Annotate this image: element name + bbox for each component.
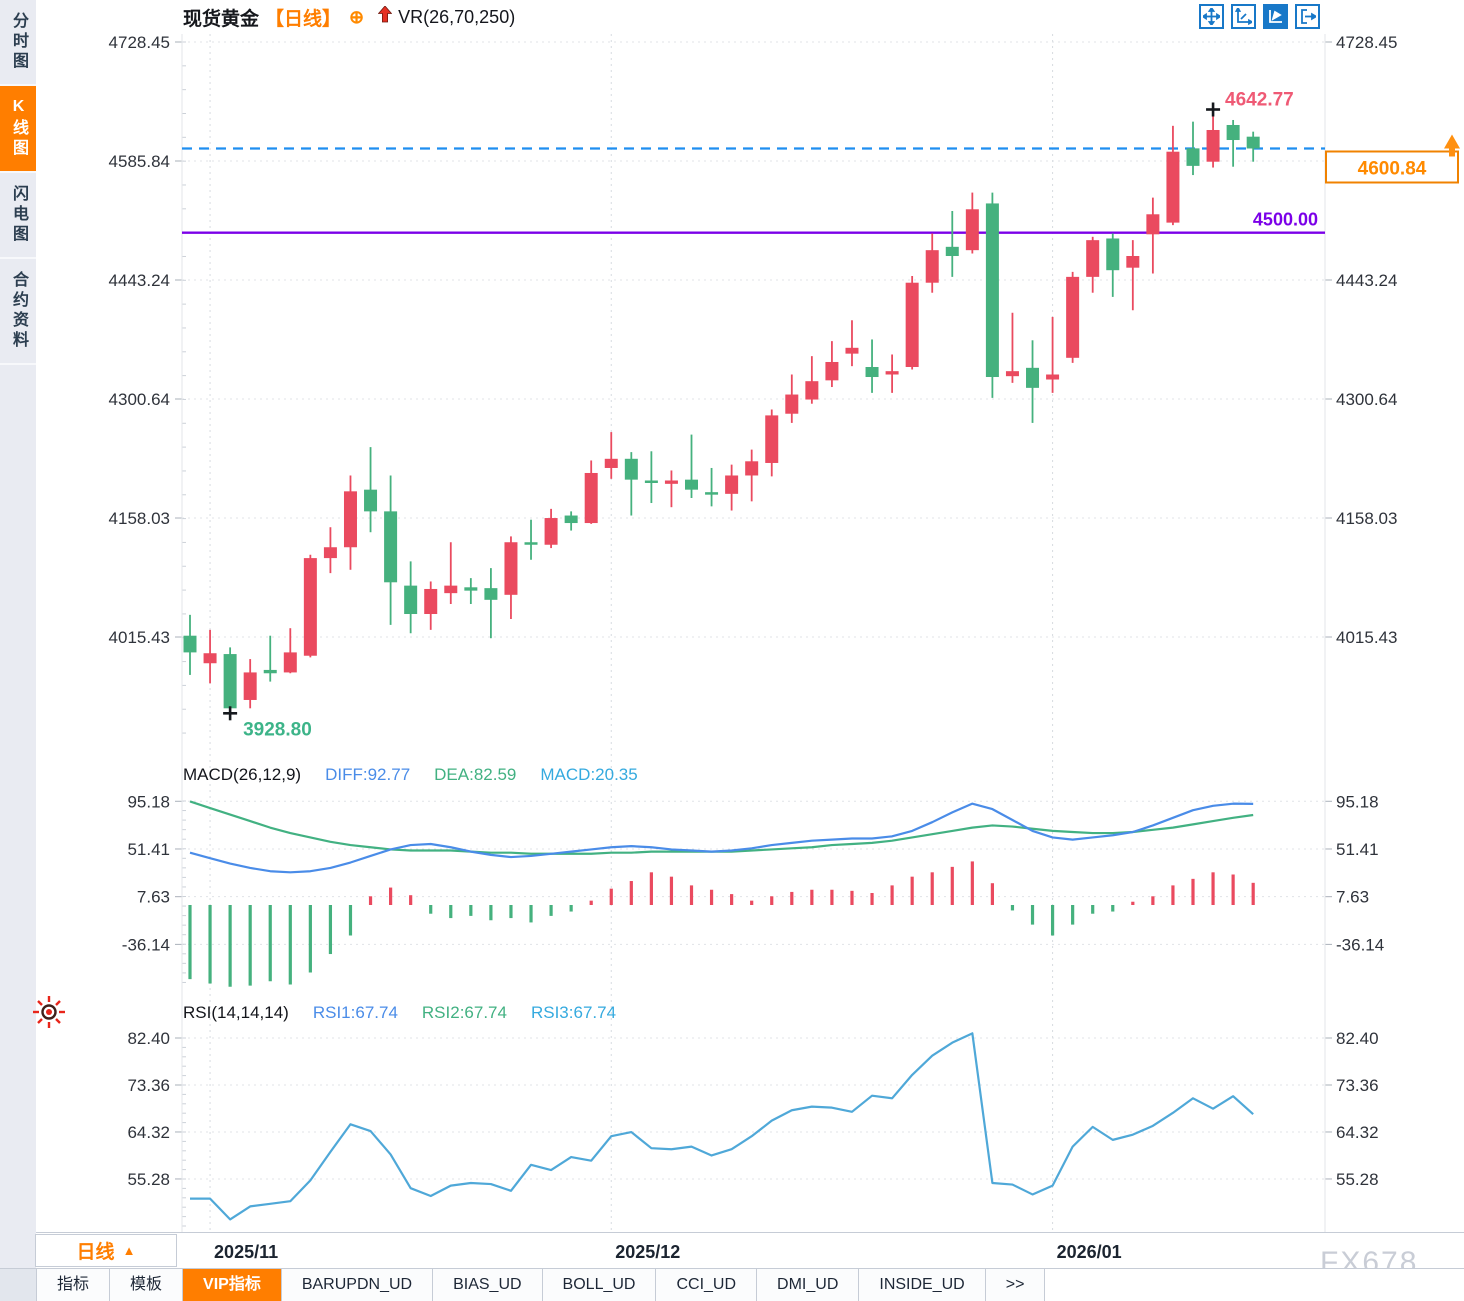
svg-text:82.40: 82.40	[1336, 1029, 1379, 1048]
rsi1-value: RSI1:67.74	[312, 1003, 398, 1022]
period-tag[interactable]: 【日线】	[265, 8, 342, 30]
svg-text:4728.45: 4728.45	[1336, 33, 1397, 52]
tab-dmi-ud[interactable]: DMI_UD	[757, 1269, 860, 1301]
svg-text:4015.43: 4015.43	[1336, 628, 1397, 647]
tabbar-corner-cell	[0, 1269, 37, 1301]
axis-zoom-icon	[1235, 8, 1252, 25]
tab-indicators[interactable]: 指标	[37, 1269, 111, 1301]
macd-macd-value: MACD:20.35	[540, 765, 638, 784]
tab-inside-ud[interactable]: INSIDE_UD	[859, 1269, 986, 1301]
macd-title: MACD(26,12,9)	[183, 765, 302, 784]
macd-dea-value: DEA:82.59	[434, 765, 517, 784]
svg-text:4500.00: 4500.00	[1253, 210, 1318, 230]
svg-text:95.18: 95.18	[127, 792, 170, 811]
exit-panel-icon	[1301, 9, 1316, 24]
period-dropdown-label: 日线	[76, 1242, 115, 1263]
rsi-legend-row: RSI(14,14,14) RSI1:67.74 RSI2:67.74 RSI3…	[183, 1003, 616, 1023]
sidebar: 分时图 K线图 闪电图 合约资料	[0, 0, 36, 1268]
tabbar-filler	[1045, 1269, 1464, 1301]
sidebar-item-candlestick-chart[interactable]: K线图	[0, 86, 36, 173]
svg-text:4158.03: 4158.03	[1336, 509, 1397, 528]
crosshair-target-icon[interactable]: ⊕	[349, 6, 365, 27]
svg-text:3928.80: 3928.80	[243, 719, 312, 740]
indicator-tabbar: 指标 模板 VIP指标 BARUPDN_UD BIAS_UD BOLL_UD C…	[0, 1268, 1464, 1301]
svg-text:4728.45: 4728.45	[109, 33, 170, 52]
svg-text:55.28: 55.28	[1336, 1170, 1379, 1189]
sidebar-item-lightning-chart[interactable]: 闪电图	[0, 173, 36, 259]
svg-text:51.41: 51.41	[127, 840, 170, 859]
svg-text:73.36: 73.36	[1336, 1076, 1379, 1095]
axis-auto-scale-icon	[1269, 10, 1282, 23]
tab-templates[interactable]: 模板	[110, 1269, 184, 1301]
tab-barupdn-ud[interactable]: BARUPDN_UD	[281, 1269, 434, 1301]
tab-more[interactable]: >>	[985, 1269, 1046, 1301]
svg-text:2025/11: 2025/11	[214, 1242, 278, 1262]
chart-canvas[interactable]: 2025/11 2025/12 2026/01 4728.45 4728.45 4585.…	[0, 0, 1464, 1268]
svg-text:4443.24: 4443.24	[1336, 271, 1397, 290]
macd-legend-row: MACD(26,12,9) DIFF:92.77 DEA:82.59 MACD:…	[183, 765, 638, 785]
trend-up-arrow-icon	[377, 5, 393, 28]
date-row-top-divider	[0, 1232, 1464, 1233]
pan-tool-button[interactable]	[1199, 4, 1224, 29]
axis-auto-scale-button[interactable]	[1263, 4, 1288, 29]
pan-icon	[1203, 8, 1220, 25]
svg-text:4443.24: 4443.24	[109, 271, 170, 290]
rsi3-value: RSI3:67.74	[530, 1003, 617, 1022]
svg-text:7.63: 7.63	[1336, 888, 1369, 907]
svg-text:7.63: 7.63	[137, 888, 170, 907]
chart-header: 现货黄金 【日线】 ⊕ VR(26,70,250)	[183, 3, 515, 31]
svg-text:2025/12: 2025/12	[615, 1242, 680, 1262]
rsi-title: RSI(14,14,14)	[183, 1003, 289, 1022]
indicator-alert-sun-icon[interactable]	[32, 995, 66, 1034]
exit-panel-button[interactable]	[1295, 4, 1320, 29]
svg-text:4300.64: 4300.64	[1336, 390, 1397, 409]
svg-text:4600.84: 4600.84	[1358, 158, 1427, 179]
svg-text:4300.64: 4300.64	[109, 390, 170, 409]
axis-zoom-button[interactable]	[1231, 4, 1256, 29]
tab-vip-indicators[interactable]: VIP指标	[183, 1269, 282, 1301]
svg-text:-36.14: -36.14	[122, 935, 170, 954]
tab-cci-ud[interactable]: CCI_UD	[656, 1269, 758, 1301]
svg-text:82.40: 82.40	[127, 1029, 170, 1048]
rsi2-value: RSI2:67.74	[421, 1003, 507, 1022]
svg-text:4642.77: 4642.77	[1225, 89, 1294, 110]
svg-text:64.32: 64.32	[127, 1123, 170, 1142]
svg-text:55.28: 55.28	[127, 1170, 170, 1189]
period-dropdown-button[interactable]: 日线 ▲	[35, 1234, 177, 1267]
svg-text:64.32: 64.32	[1336, 1123, 1379, 1142]
tab-boll-ud[interactable]: BOLL_UD	[542, 1269, 657, 1301]
svg-text:4158.03: 4158.03	[109, 509, 170, 528]
dropdown-arrow-up-icon: ▲	[122, 1243, 136, 1258]
sidebar-item-contract-info[interactable]: 合约资料	[0, 259, 36, 365]
symbol-name: 现货黄金	[183, 8, 260, 30]
svg-text:2026/01: 2026/01	[1057, 1242, 1122, 1262]
tab-bias-ud[interactable]: BIAS_UD	[433, 1269, 543, 1301]
svg-text:-36.14: -36.14	[1336, 935, 1384, 954]
indicator-formula-label[interactable]: VR(26,70,250)	[398, 6, 516, 27]
svg-text:73.36: 73.36	[127, 1076, 170, 1095]
svg-text:4015.43: 4015.43	[109, 628, 170, 647]
svg-text:4585.84: 4585.84	[109, 152, 170, 171]
sidebar-item-timeshare-chart[interactable]: 分时图	[0, 0, 36, 86]
macd-diff-value: DIFF:92.77	[325, 765, 411, 784]
chart-toolbar	[1199, 4, 1320, 29]
svg-text:51.41: 51.41	[1336, 840, 1379, 859]
svg-text:95.18: 95.18	[1336, 792, 1379, 811]
